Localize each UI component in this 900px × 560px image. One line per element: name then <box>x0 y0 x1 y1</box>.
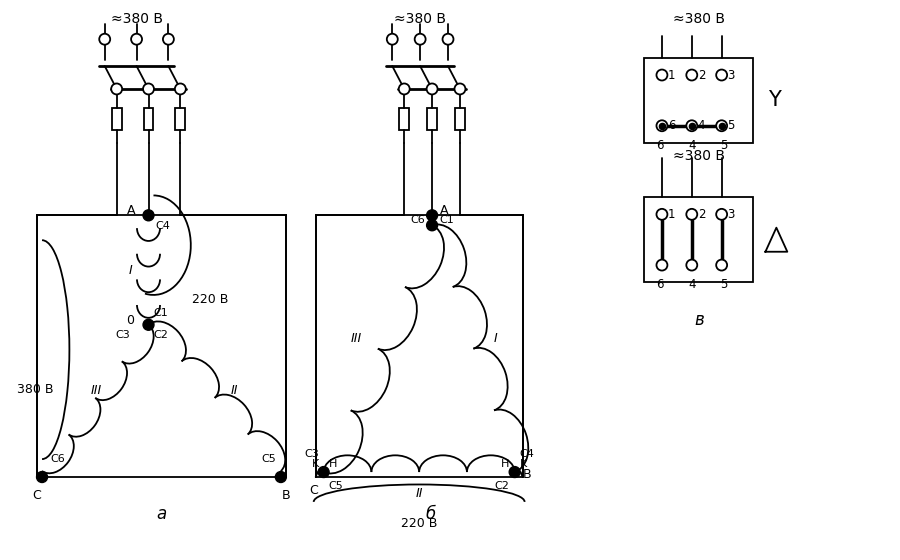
Circle shape <box>275 472 286 483</box>
Circle shape <box>716 120 727 131</box>
Text: а: а <box>157 505 166 523</box>
Text: H: H <box>501 459 509 469</box>
Text: 2: 2 <box>698 68 706 82</box>
Text: 3: 3 <box>727 208 735 221</box>
Text: 1: 1 <box>668 208 675 221</box>
Circle shape <box>163 34 174 45</box>
Text: ≈380 В: ≈380 В <box>673 12 725 26</box>
Circle shape <box>427 83 437 95</box>
Circle shape <box>687 260 698 270</box>
Circle shape <box>99 34 110 45</box>
Circle shape <box>716 69 727 81</box>
Text: B: B <box>523 468 531 480</box>
Text: K: K <box>519 459 526 469</box>
Text: C5: C5 <box>261 454 276 464</box>
Text: Y: Y <box>769 90 781 110</box>
Text: C3: C3 <box>116 330 130 340</box>
Text: C6: C6 <box>50 454 65 464</box>
Circle shape <box>687 69 698 81</box>
Circle shape <box>427 220 437 231</box>
Circle shape <box>656 209 668 220</box>
Text: 3: 3 <box>727 68 735 82</box>
Text: б: б <box>425 505 436 523</box>
Circle shape <box>143 210 154 221</box>
Text: C1: C1 <box>439 215 454 225</box>
Text: C6: C6 <box>410 215 425 225</box>
Text: C2: C2 <box>154 330 168 340</box>
Text: C4: C4 <box>156 221 170 231</box>
Text: B: B <box>282 489 290 502</box>
Circle shape <box>509 466 520 478</box>
Text: C: C <box>32 489 41 502</box>
Text: 5: 5 <box>727 119 735 132</box>
Text: 0: 0 <box>127 314 135 327</box>
Text: 6: 6 <box>668 119 675 132</box>
Bar <box>428 108 437 130</box>
Text: 4: 4 <box>688 278 696 291</box>
Text: C: C <box>310 484 318 497</box>
Circle shape <box>175 83 185 95</box>
Circle shape <box>131 34 142 45</box>
Circle shape <box>112 83 122 95</box>
Text: 220 В: 220 В <box>401 517 437 530</box>
Text: III: III <box>350 332 362 345</box>
Text: ≈380 В: ≈380 В <box>111 12 163 26</box>
Circle shape <box>143 319 154 330</box>
Text: 1: 1 <box>668 68 675 82</box>
Text: II: II <box>416 487 423 501</box>
Circle shape <box>716 260 727 270</box>
Circle shape <box>687 209 698 220</box>
Text: C1: C1 <box>154 308 168 318</box>
Text: 2: 2 <box>698 208 706 221</box>
Circle shape <box>687 120 698 131</box>
Circle shape <box>427 210 437 221</box>
Text: в: в <box>694 311 704 329</box>
Text: III: III <box>91 385 103 398</box>
Bar <box>400 108 410 130</box>
Text: H: H <box>328 459 337 469</box>
Text: 5: 5 <box>720 278 727 291</box>
Text: 4: 4 <box>688 139 696 152</box>
Text: A: A <box>127 204 136 217</box>
Text: ≈380 В: ≈380 В <box>394 12 446 26</box>
Circle shape <box>399 83 410 95</box>
Text: C3: C3 <box>304 449 319 459</box>
Circle shape <box>143 83 154 95</box>
Bar <box>644 198 753 282</box>
Text: II: II <box>230 385 238 398</box>
Text: 5: 5 <box>720 139 727 152</box>
Text: 4: 4 <box>698 119 706 132</box>
Circle shape <box>37 472 48 483</box>
Circle shape <box>454 83 465 95</box>
Text: ≈380 В: ≈380 В <box>673 148 725 162</box>
Text: I: I <box>493 332 497 345</box>
Text: 220 В: 220 В <box>192 293 229 306</box>
Text: 380 В: 380 В <box>17 383 53 396</box>
Bar <box>112 108 122 130</box>
Circle shape <box>319 466 329 478</box>
Text: I: I <box>129 264 132 277</box>
Circle shape <box>716 209 727 220</box>
Text: 6: 6 <box>656 278 663 291</box>
Bar <box>644 58 753 143</box>
Circle shape <box>387 34 398 45</box>
Circle shape <box>656 260 668 270</box>
Text: C4: C4 <box>519 449 535 459</box>
Text: K: K <box>311 459 319 469</box>
Text: C5: C5 <box>328 481 344 491</box>
Text: C2: C2 <box>495 481 509 491</box>
Circle shape <box>656 69 668 81</box>
Text: 6: 6 <box>656 139 663 152</box>
Bar <box>455 108 465 130</box>
Circle shape <box>656 120 668 131</box>
Circle shape <box>415 34 426 45</box>
Bar <box>143 108 154 130</box>
Text: A: A <box>440 204 448 217</box>
Bar <box>176 108 185 130</box>
Circle shape <box>443 34 454 45</box>
